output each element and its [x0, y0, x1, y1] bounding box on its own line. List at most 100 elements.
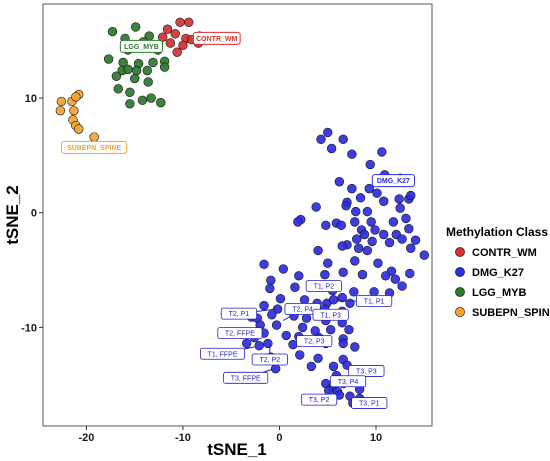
- sample-label: T3, P1: [351, 397, 388, 409]
- y-tick-label: 0: [31, 208, 37, 220]
- point-dmg-k27: [313, 245, 323, 256]
- point-dmg-k27: [380, 271, 391, 281]
- point-dmg-k27: [293, 217, 303, 227]
- sample-label-box: [305, 280, 342, 292]
- cluster-label: SUBEPN_SPINE: [61, 140, 128, 154]
- point-dmg-k27: [313, 353, 323, 364]
- y-axis-ticks: -10 0 10: [21, 93, 43, 334]
- point-dmg-k27: [410, 235, 421, 245]
- point-dmg-k27: [321, 220, 331, 231]
- sample-label: T3, P4: [329, 375, 367, 388]
- point-dmg-k27: [359, 229, 370, 240]
- sample-label-text: T2, P2: [260, 357, 281, 364]
- cluster-label: LGG_MYB: [119, 39, 164, 53]
- point-subepn-spine: [74, 124, 84, 134]
- point-dmg-k27: [390, 274, 401, 284]
- point-lgg-myb: [130, 22, 141, 32]
- point-contr-wm: [178, 40, 188, 50]
- point-dmg-k27: [406, 243, 416, 253]
- point-subepn-spine: [55, 105, 66, 116]
- point-subepn-spine: [56, 96, 67, 107]
- point-dmg-k27: [323, 127, 333, 138]
- point-lgg-myb: [131, 65, 142, 76]
- point-dmg-k27: [301, 313, 312, 323]
- sample-label-box: [251, 353, 288, 366]
- sample-label: T3, FFPE: [223, 371, 269, 384]
- y-axis-title: tSNE_2: [3, 185, 22, 245]
- point-lgg-myb: [113, 84, 123, 94]
- point-lgg-myb: [159, 62, 170, 72]
- sample-label-box: [355, 295, 393, 307]
- point-dmg-k27: [405, 268, 415, 279]
- point-contr-wm: [175, 17, 185, 28]
- sample-label-box: [296, 335, 333, 348]
- point-dmg-k27: [341, 201, 351, 211]
- point-dmg-k27: [278, 264, 289, 274]
- point-dmg-k27: [338, 134, 348, 145]
- cluster-label: CONTR_WM: [192, 31, 241, 45]
- point-dmg-k27: [362, 206, 373, 217]
- point-dmg-k27: [311, 202, 321, 212]
- point-dmg-k27: [394, 194, 404, 204]
- point-dmg-k27: [328, 361, 339, 372]
- point-dmg-k27: [272, 304, 283, 314]
- point-lgg-myb: [137, 95, 148, 106]
- point-dmg-k27: [290, 282, 300, 292]
- point-contr-wm: [162, 24, 173, 34]
- x-tick-label: -10: [175, 432, 191, 444]
- point-dmg-k27: [355, 193, 366, 203]
- point-contr-wm: [170, 29, 180, 39]
- point-dmg-k27: [265, 283, 275, 294]
- sample-label: T1, P2: [305, 280, 342, 292]
- cluster-labels: CONTR_WM LGG_MYB SUBEPN_SPINE DMG_K27: [61, 31, 415, 188]
- sample-label: T1, P1: [355, 295, 393, 307]
- point-dmg-k27: [404, 224, 414, 234]
- sample-label-box: [329, 375, 367, 388]
- point-dmg-k27: [263, 338, 273, 349]
- legend-label: CONTR_WM: [472, 247, 537, 259]
- cluster-label-text: CONTR_WM: [196, 36, 237, 43]
- point-dmg-k27: [324, 385, 334, 396]
- point-dmg-k27: [316, 134, 326, 145]
- point-dmg-k27: [362, 245, 373, 256]
- point-dmg-k27: [323, 258, 333, 268]
- x-axis-title: tSNE_1: [207, 440, 267, 459]
- point-dmg-k27: [365, 159, 375, 170]
- legend-title: Methylation Class: [446, 225, 548, 239]
- sample-label: T2, P4: [284, 303, 321, 315]
- sample-label-text: T3, P1: [359, 401, 380, 408]
- point-dmg-k27: [350, 342, 360, 352]
- point-dmg-k27: [347, 149, 357, 159]
- point-dmg-k27: [395, 203, 405, 213]
- sample-label: T1, P3: [312, 308, 349, 321]
- point-dmg-k27: [281, 330, 291, 341]
- point-dmg-k27: [299, 295, 310, 305]
- y-tick-label: 10: [25, 93, 37, 105]
- legend-item: CONTR_WM: [455, 247, 537, 259]
- point-lgg-myb: [142, 65, 152, 76]
- point-lgg-myb: [111, 71, 122, 81]
- sample-label-text: T1, P2: [314, 284, 335, 291]
- sample-label-box: [200, 347, 246, 360]
- sample-label: T3, P2: [300, 393, 338, 406]
- point-dmg-k27: [401, 213, 411, 224]
- point-subepn-spine: [89, 132, 99, 142]
- sample-label: T1, FFPE: [200, 347, 246, 360]
- sample-label: T2, P1: [220, 307, 258, 320]
- point-lgg-myb: [125, 99, 135, 109]
- point-dmg-k27: [338, 338, 348, 349]
- point-dmg-k27: [306, 361, 317, 372]
- sample-label-box: [348, 365, 385, 377]
- sample-label-box: [217, 327, 263, 340]
- point-dmg-k27: [366, 217, 376, 227]
- sample-label: T2, FFPE: [217, 327, 263, 340]
- point-dmg-k27: [397, 281, 407, 291]
- sample-label-text: T1, P1: [364, 299, 385, 306]
- point-dmg-k27: [295, 350, 305, 360]
- point-dmg-k27: [369, 287, 379, 297]
- cluster-label-box: [119, 39, 164, 53]
- point-dmg-k27: [345, 298, 355, 308]
- sample-label-text: T3, FFPE: [231, 375, 261, 382]
- point-subepn-spine: [69, 105, 79, 116]
- sample-label-box: [351, 397, 388, 409]
